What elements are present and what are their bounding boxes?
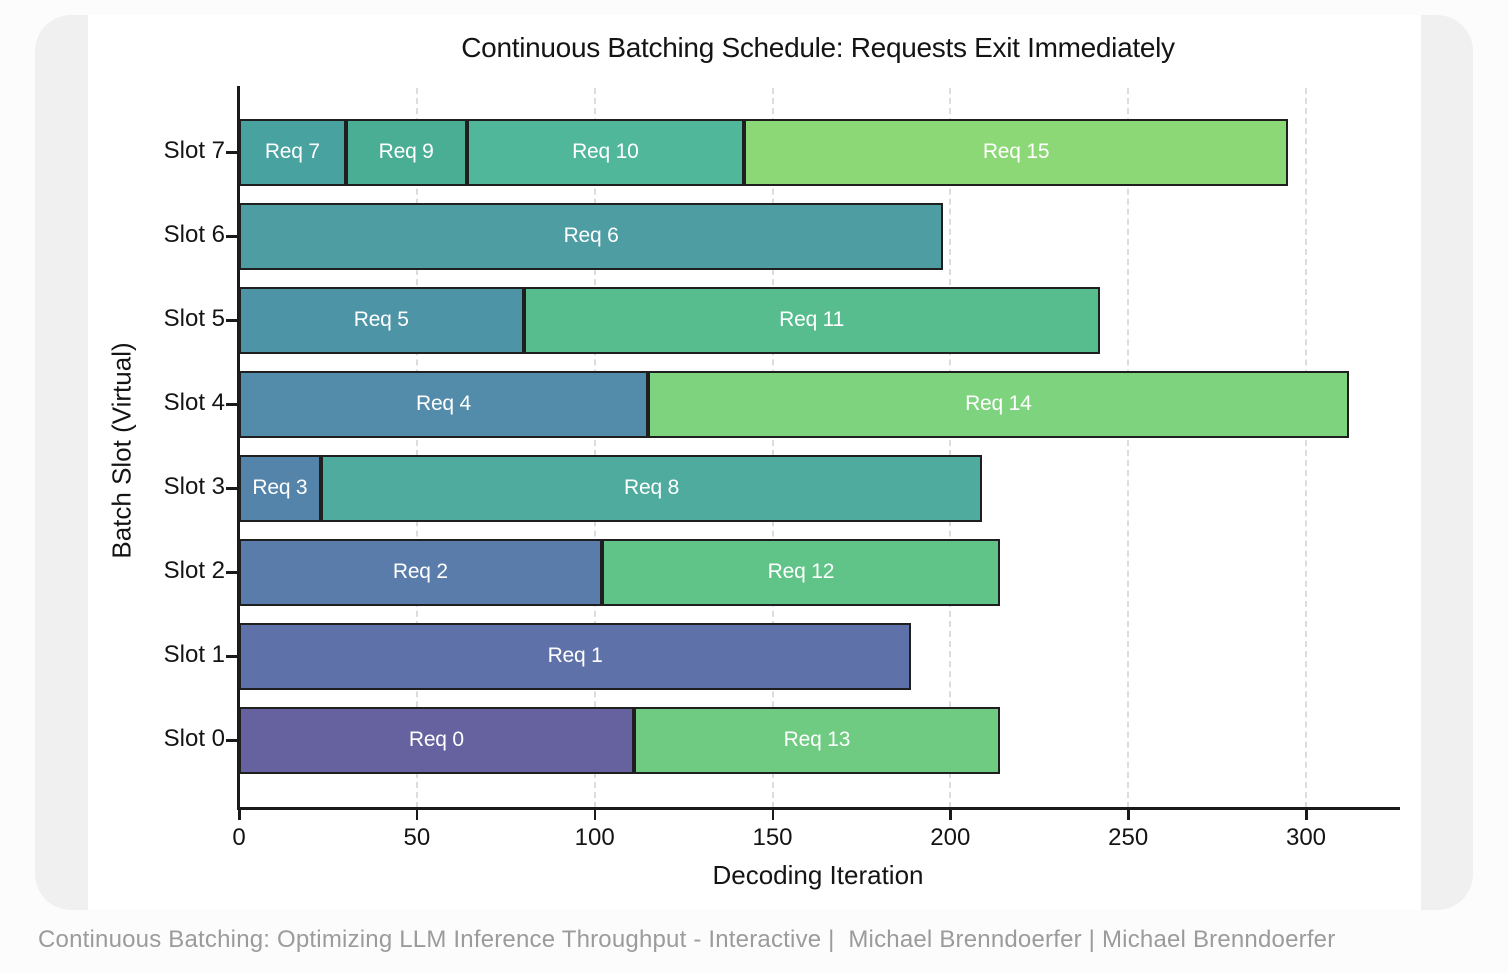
bar-req-7: Req 7: [239, 118, 346, 186]
gridline: [593, 88, 596, 808]
y-tick-label: Slot 2: [163, 557, 225, 584]
x-tick-label: 200: [930, 824, 971, 851]
y-tick-label: Slot 1: [163, 641, 225, 668]
bar-req-15: Req 15: [744, 118, 1289, 186]
y-tick-label: Slot 5: [163, 305, 225, 332]
x-tick-label: 150: [752, 824, 793, 851]
y-tick-label: Slot 7: [163, 137, 225, 164]
chart-title: Continuous Batching Schedule: Requests E…: [461, 32, 1175, 63]
gridline: [415, 88, 418, 808]
y-axis: [237, 86, 240, 810]
bar-req-12: Req 12: [601, 538, 1001, 606]
bar-req-5: Req 5: [239, 286, 524, 354]
bar-label: Req 1: [547, 644, 603, 667]
bar-label: Req 7: [264, 140, 320, 163]
x-tick-label: 50: [403, 824, 431, 851]
bar-req-1: Req 1: [239, 622, 912, 690]
x-axis: [237, 807, 1400, 810]
bar-req-3: Req 3: [239, 454, 321, 522]
x-tick-mark: [593, 810, 597, 820]
bar-label: Req 10: [572, 140, 639, 163]
bar-label: Req 0: [408, 728, 464, 751]
y-tick-mark: [226, 571, 238, 574]
y-tick-label: Slot 0: [163, 725, 225, 752]
gridline: [771, 88, 774, 808]
bar-label: Req 13: [783, 728, 851, 751]
x-tick-mark: [1305, 810, 1308, 820]
gridline: [949, 88, 952, 808]
y-tick-label: Slot 3: [163, 473, 225, 500]
bar-req-14: Req 14: [648, 370, 1349, 438]
x-tick-label: 250: [1108, 824, 1149, 851]
y-tick-mark: [226, 655, 238, 658]
bar-label: Req 11: [779, 308, 845, 331]
x-tick-label: 300: [1285, 824, 1327, 851]
gridline: [1127, 88, 1130, 808]
bar-label: Req 14: [965, 392, 1032, 415]
bar-req-9: Req 9: [345, 118, 467, 186]
y-tick-mark: [226, 151, 238, 154]
bar-req-0: Req 0: [239, 706, 634, 774]
gridline: [1305, 88, 1307, 808]
bar-label: Req 2: [392, 560, 448, 583]
bar-label: Req 6: [563, 224, 619, 247]
bar-req-6: Req 6: [239, 202, 944, 270]
y-axis-label: Batch Slot (Virtual): [106, 342, 137, 559]
y-tick-mark: [226, 319, 238, 322]
y-tick-mark: [226, 487, 238, 490]
bar-label: Req 15: [982, 140, 1050, 163]
y-tick-label: Slot 6: [163, 221, 225, 248]
x-tick-label: 100: [574, 824, 615, 851]
bar-label: Req 5: [353, 308, 409, 331]
bar-label: Req 4: [415, 392, 472, 415]
bar-label: Req 9: [378, 140, 434, 163]
x-tick-mark: [1127, 810, 1130, 820]
bar-req-2: Req 2: [239, 538, 602, 606]
y-tick-mark: [226, 739, 238, 742]
bar-label: Req 8: [624, 476, 680, 499]
bar-req-8: Req 8: [320, 454, 983, 522]
bar-req-4: Req 4: [239, 370, 649, 438]
footer-caption: Continuous Batching: Optimizing LLM Infe…: [38, 926, 1336, 953]
y-tick-label: Slot 4: [163, 389, 225, 416]
bar-label: Req 3: [252, 476, 308, 499]
bar-req-10: Req 10: [466, 118, 745, 186]
y-tick-mark: [226, 235, 238, 238]
x-tick-mark: [415, 810, 419, 820]
x-tick-label: 0: [232, 824, 246, 851]
bar-label: Req 12: [767, 560, 835, 583]
x-tick-mark: [949, 810, 952, 820]
bar-req-11: Req 11: [523, 286, 1100, 354]
x-axis-label: Decoding Iteration: [712, 860, 924, 890]
y-tick-mark: [226, 403, 238, 406]
bar-req-13: Req 13: [633, 706, 1001, 774]
x-tick-mark: [238, 810, 241, 820]
x-tick-mark: [771, 810, 774, 820]
